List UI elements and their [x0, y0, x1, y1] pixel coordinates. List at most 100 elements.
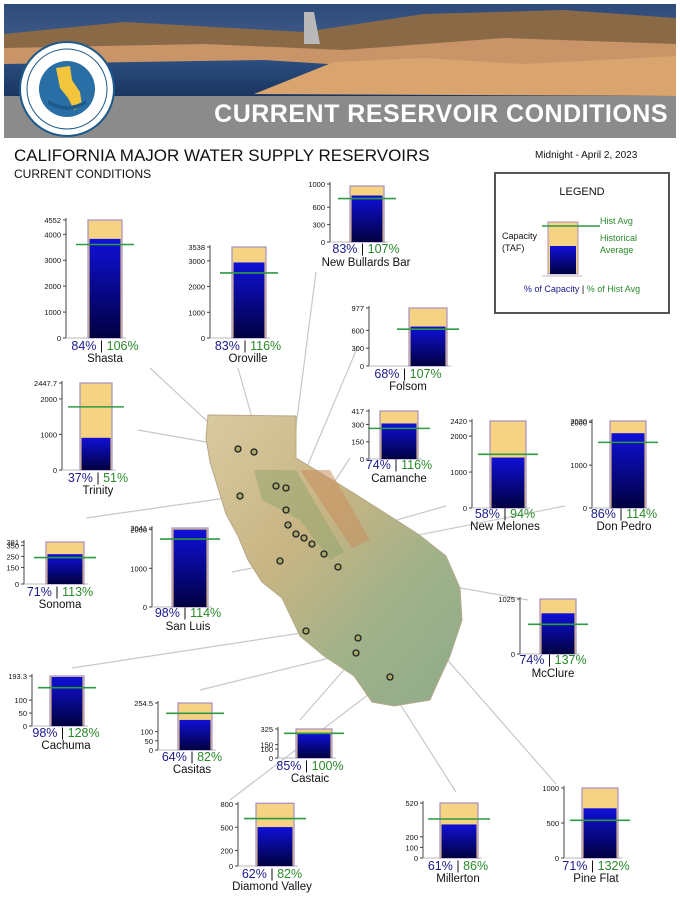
y-tick-label: 300 [351, 344, 364, 353]
legend-percent-key: % of Capacity | % of Hist Avg [496, 284, 668, 294]
pct-separator: | [187, 750, 197, 764]
storage-bar [583, 808, 617, 858]
y-tick-label: 4000 [44, 230, 61, 239]
percent-labels: 68% | 107% [374, 367, 441, 381]
percent-labels: 98% | 114% [155, 606, 221, 620]
percent-labels: 64% | 82% [162, 750, 222, 764]
pct-capacity-label: 84% [71, 339, 96, 353]
legend-historical-average: Historical Average [600, 232, 637, 256]
y-tick-label: 0 [23, 722, 27, 731]
reservoir-photo [4, 4, 676, 138]
chart-folsom: 977 600 300 0 68% | 107%Folsom [351, 304, 459, 393]
legend-pct-hist: % of Hist Avg [586, 284, 641, 294]
y-tick-label: 0 [360, 455, 364, 464]
y-tick-label: 2030 [570, 417, 587, 426]
pct-hist-label: 113% [62, 585, 93, 599]
y-tick-label: 0 [414, 854, 418, 863]
pct-hist-label: 116% [250, 339, 281, 353]
legend-title: LEGEND [559, 186, 605, 198]
pct-separator: | [52, 585, 62, 599]
pct-capacity-label: 37% [68, 471, 93, 485]
legend-pct-capacity: % of Capacity [523, 284, 580, 294]
y-tick-label: 0 [15, 580, 19, 589]
chart-camanche: 417 300 150 0 74% | 116%Camanche [351, 407, 432, 485]
chart-mcclure: 1025 0 74% | 137%McClure [498, 595, 588, 680]
y-tick-label: 2000 [44, 282, 61, 291]
y-tick-label: 1000 [570, 461, 587, 470]
y-tick-label: 1025 [498, 595, 515, 604]
y-tick-label: 500 [220, 823, 233, 832]
y-tick-label: 3538 [188, 243, 205, 252]
pct-capacity-label: 86% [591, 507, 616, 521]
reservoir-name: Castaic [291, 773, 330, 785]
pct-hist-label: 51% [103, 471, 128, 485]
reservoir-name: Casitas [173, 764, 212, 776]
pct-capacity-label: 74% [366, 458, 391, 472]
chart-new-bullards-bar: 1000 600 300 0 83% | 107%New Bullards Bar [308, 180, 410, 269]
storage-bar [611, 433, 645, 508]
legend-capacity-label: Capacity (TAF) [502, 230, 537, 254]
percent-labels: 74% | 116% [366, 458, 432, 472]
y-tick-label: 2000 [450, 432, 467, 441]
legend-separator: | [581, 284, 585, 294]
reservoir-name: Folsom [389, 381, 427, 393]
y-tick-label: 50 [145, 737, 153, 746]
pct-separator: | [587, 859, 597, 873]
y-tick-label: 2000 [130, 526, 147, 535]
storage-bar [441, 824, 477, 858]
pct-separator: | [616, 507, 626, 521]
pct-capacity-label: 71% [562, 859, 587, 873]
y-tick-label: 3000 [44, 256, 61, 265]
percent-labels: 83% | 116% [215, 339, 281, 353]
y-tick-label: 0 [360, 362, 364, 371]
reservoir-name: San Luis [166, 621, 211, 633]
pct-hist-label: 86% [463, 859, 488, 873]
pct-separator: | [240, 339, 250, 353]
pct-separator: | [453, 859, 463, 873]
reservoir-name: Diamond Valley [232, 881, 312, 893]
pct-hist-label: 100% [312, 759, 344, 773]
storage-bar [410, 326, 446, 366]
storage-bar [491, 457, 525, 508]
pct-capacity-label: 74% [519, 653, 544, 667]
pct-capacity-label: 58% [475, 507, 500, 521]
storage-bar [233, 262, 265, 338]
storage-bar [173, 529, 207, 607]
pct-separator: | [267, 867, 277, 881]
legend-hist-avg: Hist Avg [600, 216, 633, 226]
y-tick-label: 1000 [130, 564, 147, 573]
y-tick-label: 150 [260, 741, 273, 750]
pct-separator: | [57, 726, 67, 740]
pct-hist-label: 106% [107, 339, 139, 353]
percent-labels: 86% | 114% [591, 507, 657, 521]
y-tick-label: 325 [260, 725, 273, 734]
reservoir-name: Millerton [436, 873, 479, 885]
report-date: Midnight - April 2, 2023 [535, 150, 638, 161]
y-tick-label: 0 [555, 854, 559, 863]
storage-bar [297, 733, 331, 758]
percent-labels: 71% | 132% [562, 859, 629, 873]
pct-separator: | [500, 507, 510, 521]
y-tick-label: 3000 [188, 257, 205, 266]
y-tick-label: 2000 [40, 395, 57, 404]
pct-separator: | [357, 242, 367, 256]
storage-bar [179, 719, 211, 750]
y-tick-label: 0 [53, 466, 57, 475]
reservoir-name: Oroville [229, 353, 268, 365]
y-tick-label: 0 [463, 504, 467, 513]
y-tick-label: 150 [6, 563, 19, 572]
y-tick-label: 1000 [542, 784, 559, 793]
percent-labels: 37% | 51% [68, 471, 128, 485]
chart-oroville: 3538 3000 2000 1000 0 83% | 116%Oroville [188, 243, 281, 365]
dwr-seal-logo [18, 40, 116, 138]
y-tick-label: 350 [6, 541, 19, 550]
pct-hist-label: 128% [68, 726, 100, 740]
y-tick-label: 800 [220, 800, 233, 809]
pct-hist-label: 94% [510, 507, 535, 521]
y-tick-label: 520 [405, 799, 418, 808]
pct-separator: | [399, 367, 409, 381]
chart-pine-flat: 1000 500 071% | 132%Pine Flat [542, 784, 630, 885]
